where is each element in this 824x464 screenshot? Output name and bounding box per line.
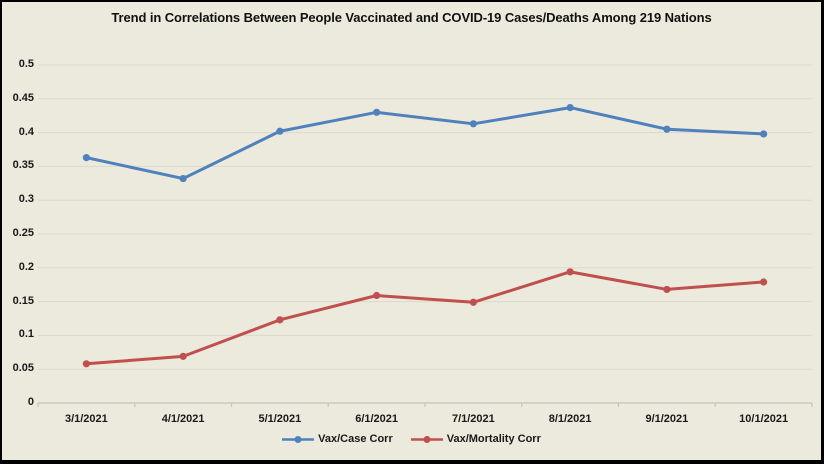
legend-marker-line-dot-icon	[410, 435, 443, 443]
data-point-marker-vax-mortality-corr	[760, 278, 768, 286]
y-axis-tick-label: 0.05	[12, 362, 34, 375]
x-axis-tick-label: 3/1/2021	[64, 413, 108, 425]
series-line-vax-case-corr	[84, 106, 766, 181]
legend-marker-line-dot-icon	[282, 435, 315, 443]
data-point-marker-vax-case-corr	[179, 174, 187, 183]
data-point-marker-vax-case-corr	[276, 127, 284, 135]
data-point-marker-vax-mortality-corr	[566, 268, 574, 276]
y-axis-tick-label: 0.15	[12, 294, 34, 307]
y-axis-tick-label: 0.4	[18, 125, 34, 138]
y-axis-tick-label: 0.35	[12, 159, 34, 172]
y-axis-tick-label: 0.25	[12, 227, 34, 239]
chart-title: Trend in Correlations Between People Vac…	[111, 10, 712, 25]
x-axis-tick-label: 10/1/2021	[739, 413, 789, 425]
legend-label: Vax/Case Corr	[318, 433, 393, 445]
data-point-marker-vax-mortality-corr	[663, 285, 671, 294]
data-point-marker-vax-mortality-corr	[82, 360, 90, 368]
x-axis-tick-label: 4/1/2021	[161, 413, 205, 425]
data-point-marker-vax-mortality-corr	[179, 352, 187, 360]
chart-legend: Vax/Case Corr Vax/Mortality Corr	[2, 433, 821, 445]
y-axis-tick-label: 0.5	[18, 58, 34, 70]
x-axis-tick-label: 6/1/2021	[355, 413, 399, 425]
x-axis-tick-label: 5/1/2021	[258, 413, 302, 425]
data-point-marker-vax-case-corr	[760, 130, 768, 138]
y-axis-tick-label: 0	[27, 396, 34, 408]
y-axis-tick-label: 0.2	[18, 260, 34, 273]
series-line-vax-mortality-corr	[84, 270, 766, 366]
x-axis-tick-label: 7/1/2021	[451, 413, 495, 425]
data-point-marker-vax-mortality-corr	[469, 298, 477, 306]
y-axis-tick-label: 0.45	[12, 91, 34, 104]
data-point-marker-vax-case-corr	[469, 120, 477, 128]
y-axis-tick-label: 0.3	[18, 193, 34, 206]
x-axis-tick-label: 8/1/2021	[548, 413, 592, 425]
data-point-marker-vax-case-corr	[663, 125, 671, 133]
data-point-marker-vax-case-corr	[82, 154, 90, 162]
data-point-marker-vax-mortality-corr	[373, 291, 381, 300]
legend-item-vax-case-corr: Vax/Case Corr	[282, 433, 393, 445]
x-axis-tick-label: 9/1/2021	[645, 413, 689, 425]
legend-item-vax-mortality-corr: Vax/Mortality Corr	[410, 433, 541, 445]
data-point-marker-vax-mortality-corr	[276, 316, 284, 324]
data-point-marker-vax-case-corr	[373, 108, 381, 116]
legend-label: Vax/Mortality Corr	[446, 433, 541, 445]
y-axis-tick-label: 0.1	[18, 328, 34, 341]
data-point-marker-vax-case-corr	[566, 103, 574, 112]
